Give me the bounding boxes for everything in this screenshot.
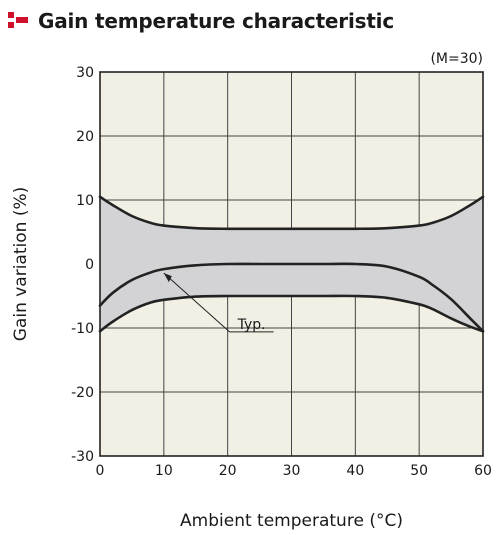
series-lines (98, 195, 485, 333)
typ-annotation: Typ. (163, 272, 274, 333)
x-axis-label: Ambient temperature (°C) (180, 511, 403, 531)
grid (100, 72, 483, 456)
x-tick-label: 50 (410, 463, 428, 479)
series-line-typical (98, 262, 485, 333)
title-marker-icon (8, 12, 30, 30)
chart-title: Gain temperature characteristic (38, 9, 394, 33)
x-tick-label: 40 (346, 463, 364, 479)
x-tick-label: 60 (474, 463, 492, 479)
series-line-lower (98, 294, 485, 333)
y-tick-label: -10 (71, 321, 94, 337)
y-tick-label: 10 (76, 193, 94, 209)
y-tick-label: -20 (71, 385, 94, 401)
y-tick-label: 0 (85, 257, 94, 273)
plot-frame (99, 71, 484, 457)
series-line-upper (98, 195, 485, 231)
condition-note: (M=30) (430, 51, 483, 67)
x-tick-label: 20 (219, 463, 237, 479)
y-tick-label: -30 (71, 449, 94, 465)
y-tick-label: 20 (76, 129, 94, 145)
x-tick-label: 10 (155, 463, 173, 479)
x-tick-label: 0 (96, 463, 105, 479)
y-axis-label: Gain variation (%) (11, 187, 31, 342)
annotation-label: Typ. (237, 317, 266, 333)
annotation-leader-line (163, 272, 230, 333)
y-tick-label: 30 (76, 65, 94, 81)
annotation-arrowhead (163, 273, 172, 283)
x-tick-labels: 0 10 20 30 40 50 60 (96, 463, 492, 479)
chart-header: Gain temperature characteristic (8, 6, 394, 36)
x-tick-label: 30 (283, 463, 301, 479)
y-tick-labels: 30 20 10 0 -10 -20 -30 (71, 65, 94, 465)
